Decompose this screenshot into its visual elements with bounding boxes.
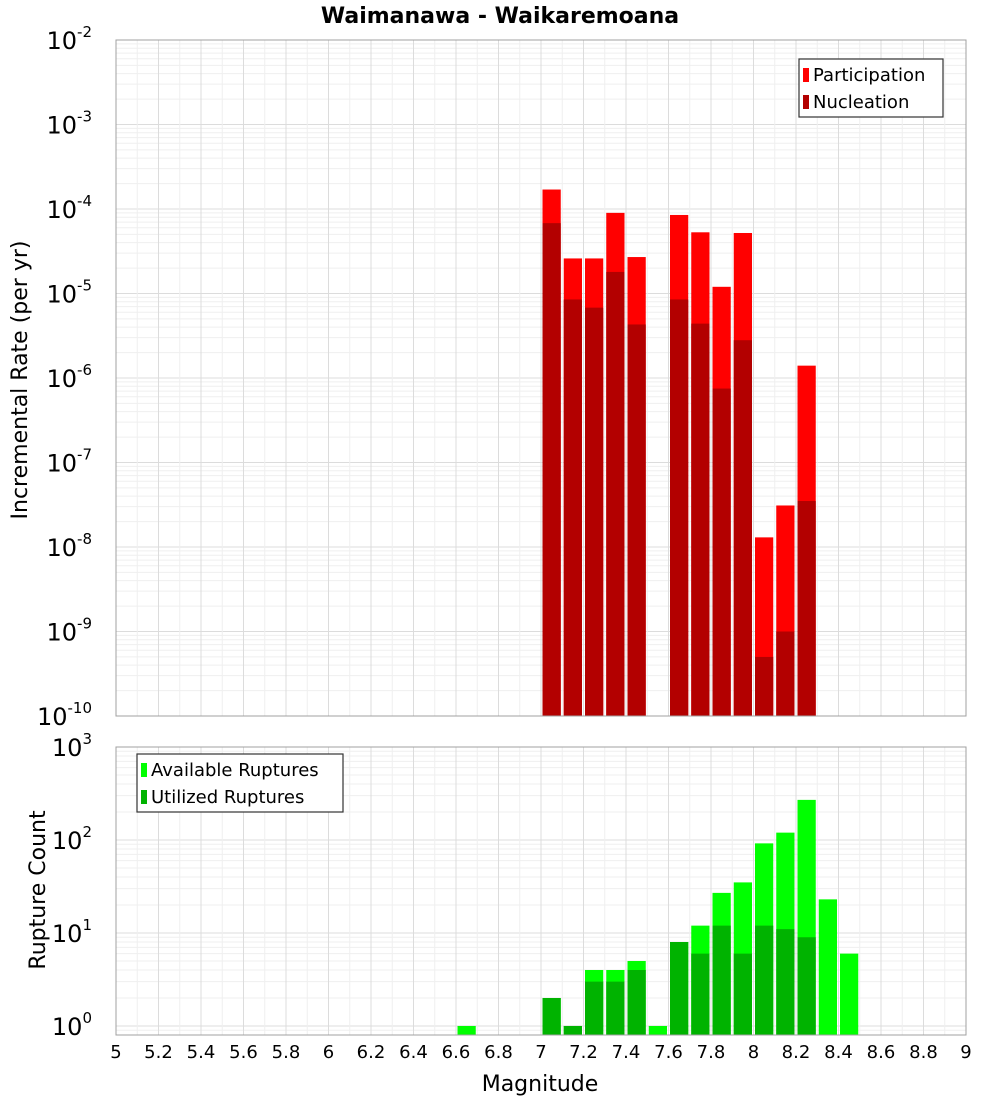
panel-0: 10-2 10-3 10-4 10-5 10-6 10-7 10-8 10-9 10-10 Par… <box>37 23 967 731</box>
legend-swatch-available-ruptures <box>141 763 147 777</box>
bar-utilized-ruptures <box>606 981 625 1035</box>
panel-1-ytick-label: 102 <box>52 823 92 855</box>
bar-nucleation <box>691 323 710 716</box>
panel-1-frame <box>115 746 967 1036</box>
bar-utilized-ruptures <box>797 937 816 1035</box>
legend-swatch-participation <box>803 68 809 82</box>
panel-0-ytick-label: 10-9 <box>46 615 92 647</box>
xtick-label: 6.8 <box>484 1042 513 1063</box>
bar-nucleation <box>606 271 625 716</box>
xtick-label: 5.8 <box>272 1042 301 1063</box>
panel-1-legend: Available Ruptures Utilized Ruptures <box>136 753 344 813</box>
xtick-label: 7 <box>535 1042 546 1063</box>
bar-available-ruptures <box>840 953 859 1035</box>
bar-nucleation <box>670 299 689 716</box>
legend-label-nucleation: Nucleation <box>813 92 909 113</box>
legend-label-utilized-ruptures: Utilized Ruptures <box>151 787 304 808</box>
bar-utilized-ruptures <box>670 942 689 1035</box>
top-ylabel: Incremental Rate (per yr) <box>8 241 33 520</box>
panel-0-ytick-label: 10-4 <box>46 192 92 224</box>
panel-0-ytick-label: 10-6 <box>46 361 92 393</box>
xtick-label: 5.4 <box>187 1042 216 1063</box>
bar-nucleation <box>733 340 752 716</box>
bar-nucleation <box>627 324 646 716</box>
panel-1: 103 102 101 100 Available Ruptures Utilized R… <box>52 730 967 1041</box>
panel-0-ytick-label: 10-10 <box>37 699 92 731</box>
bar-utilized-ruptures <box>627 969 646 1035</box>
bar-available-ruptures <box>457 1025 476 1035</box>
panel-0-ytick-label: 10-8 <box>46 530 92 562</box>
bar-nucleation <box>755 656 774 716</box>
legend-label-participation: Participation <box>813 65 925 86</box>
bar-utilized-ruptures <box>776 929 795 1035</box>
bar-utilized-ruptures <box>755 925 774 1035</box>
xtick-label: 8.8 <box>909 1042 938 1063</box>
legend-label-available-ruptures: Available Ruptures <box>151 760 319 781</box>
xtick-label: 7.8 <box>697 1042 726 1063</box>
bar-nucleation <box>563 299 582 716</box>
xtick-label: 6.4 <box>399 1042 428 1063</box>
xtick-label: 6 <box>323 1042 334 1063</box>
xlabel: Magnitude <box>482 1072 599 1097</box>
legend-swatch-nucleation <box>803 95 809 109</box>
panel-0-ytick-label: 10-3 <box>46 108 92 140</box>
bar-utilized-ruptures <box>542 997 561 1035</box>
xtick-label: 8.4 <box>824 1042 853 1063</box>
panel-1-ytick-label: 101 <box>52 916 92 948</box>
panel-0-frame <box>115 39 967 717</box>
xtick-label: 6.6 <box>442 1042 471 1063</box>
bar-nucleation <box>776 631 795 716</box>
panel-1-ytick-label: 103 <box>52 730 92 762</box>
legend-box <box>136 753 344 813</box>
legend-box <box>798 58 944 118</box>
chart-title: Waimanawa - Waikaremoana <box>321 4 679 29</box>
xtick-label: 7.6 <box>654 1042 683 1063</box>
bar-utilized-ruptures <box>585 981 604 1035</box>
panel-0-ytick-label: 10-2 <box>46 23 92 55</box>
xtick-label: 5.6 <box>229 1042 258 1063</box>
xtick-label: 7.2 <box>569 1042 598 1063</box>
xtick-label: 9 <box>960 1042 971 1063</box>
legend-swatch-utilized-ruptures <box>141 790 147 804</box>
bar-utilized-ruptures <box>733 953 752 1035</box>
bar-nucleation <box>797 501 816 716</box>
xtick-label: 5.2 <box>144 1042 173 1063</box>
bar-utilized-ruptures <box>712 925 731 1035</box>
bar-available-ruptures <box>818 899 837 1035</box>
xtick-label: 8.2 <box>782 1042 811 1063</box>
xtick-label: 8 <box>748 1042 759 1063</box>
bar-nucleation <box>542 223 561 716</box>
bar-utilized-ruptures <box>563 1025 582 1035</box>
panel-0-ytick-label: 10-5 <box>46 277 92 309</box>
bar-nucleation <box>712 388 731 716</box>
xtick-label: 8.6 <box>867 1042 896 1063</box>
xtick-label: 6.2 <box>357 1042 386 1063</box>
bar-nucleation <box>585 307 604 716</box>
panel-1-ytick-label: 100 <box>52 1009 92 1041</box>
xtick-label: 5 <box>110 1042 121 1063</box>
xtick-label: 7.4 <box>612 1042 641 1063</box>
bar-available-ruptures <box>648 1025 667 1035</box>
bottom-ylabel: Rupture Count <box>26 810 51 970</box>
bar-utilized-ruptures <box>691 953 710 1035</box>
panel-0-legend: Participation Nucleation <box>798 58 944 118</box>
panel-0-ytick-label: 10-7 <box>46 446 92 478</box>
